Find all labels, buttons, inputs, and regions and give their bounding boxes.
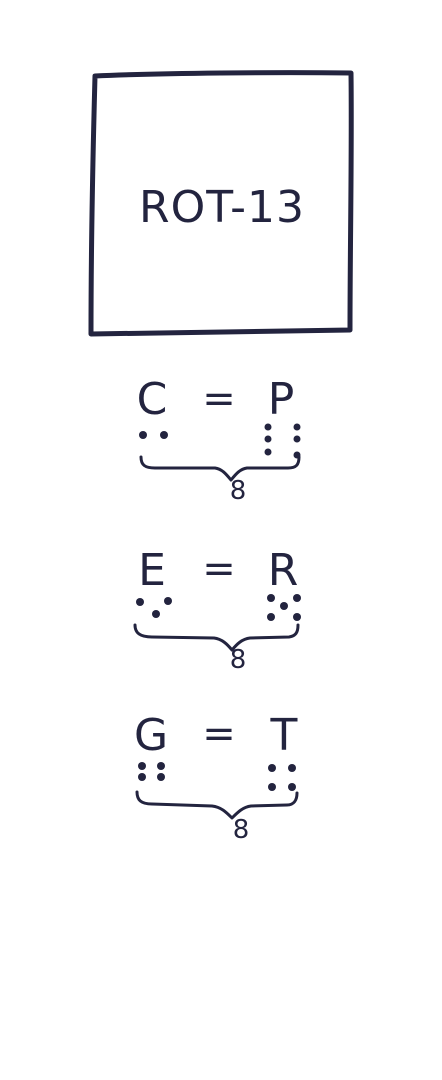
braille-dot [288,783,296,791]
pair-from-letter: E [138,545,166,596]
braille-dot [268,783,276,791]
braille-cell-c [139,431,168,439]
pair-equals-sign: = [202,376,236,422]
pair-e-r: E = R 8 [133,545,301,675]
pair-to-letter: R [268,545,299,596]
braille-cell-r [267,594,301,621]
braille-dot [264,435,272,443]
braille-dot [267,613,275,621]
title-text: ROT-13 [139,182,305,233]
braille-dot [268,764,276,772]
braille-cell-e [136,597,172,618]
shift-brace [139,455,301,482]
braille-dot [288,764,296,772]
braille-dot [138,762,146,770]
braille-dot [152,610,160,618]
pair-to-letter: T [270,710,298,761]
pair-c-p: C = P 8 [137,374,301,506]
braille-dot [157,773,165,781]
braille-dot [139,431,147,439]
shift-brace [135,790,299,820]
braille-dot [136,598,144,606]
braille-dot [267,594,275,602]
shift-value: 8 [230,645,247,675]
braille-dot [293,423,301,431]
pair-from-letter: C [137,374,168,425]
pair-from-letter: G [134,710,168,761]
pair-to-letter: P [268,374,295,425]
braille-cell-p [264,423,301,459]
pair-equals-sign: = [202,546,236,592]
shift-value: 8 [230,476,247,506]
braille-dot [138,773,146,781]
shift-value: 8 [233,815,250,845]
braille-dot [293,435,301,443]
shift-brace [133,623,300,652]
title-box: ROT-13 [88,70,354,337]
pair-g-t: G = T 8 [134,710,299,845]
braille-cell-g [138,762,165,781]
braille-dot [264,423,272,431]
braille-dot [293,613,301,621]
braille-dot [160,431,168,439]
braille-dot [157,762,165,770]
braille-dot [164,597,172,605]
braille-dot [264,448,272,456]
pair-equals-sign: = [202,711,236,757]
braille-dot [293,594,301,602]
braille-cell-t [268,764,296,791]
title-box-border [88,70,354,337]
braille-dot [280,602,288,610]
